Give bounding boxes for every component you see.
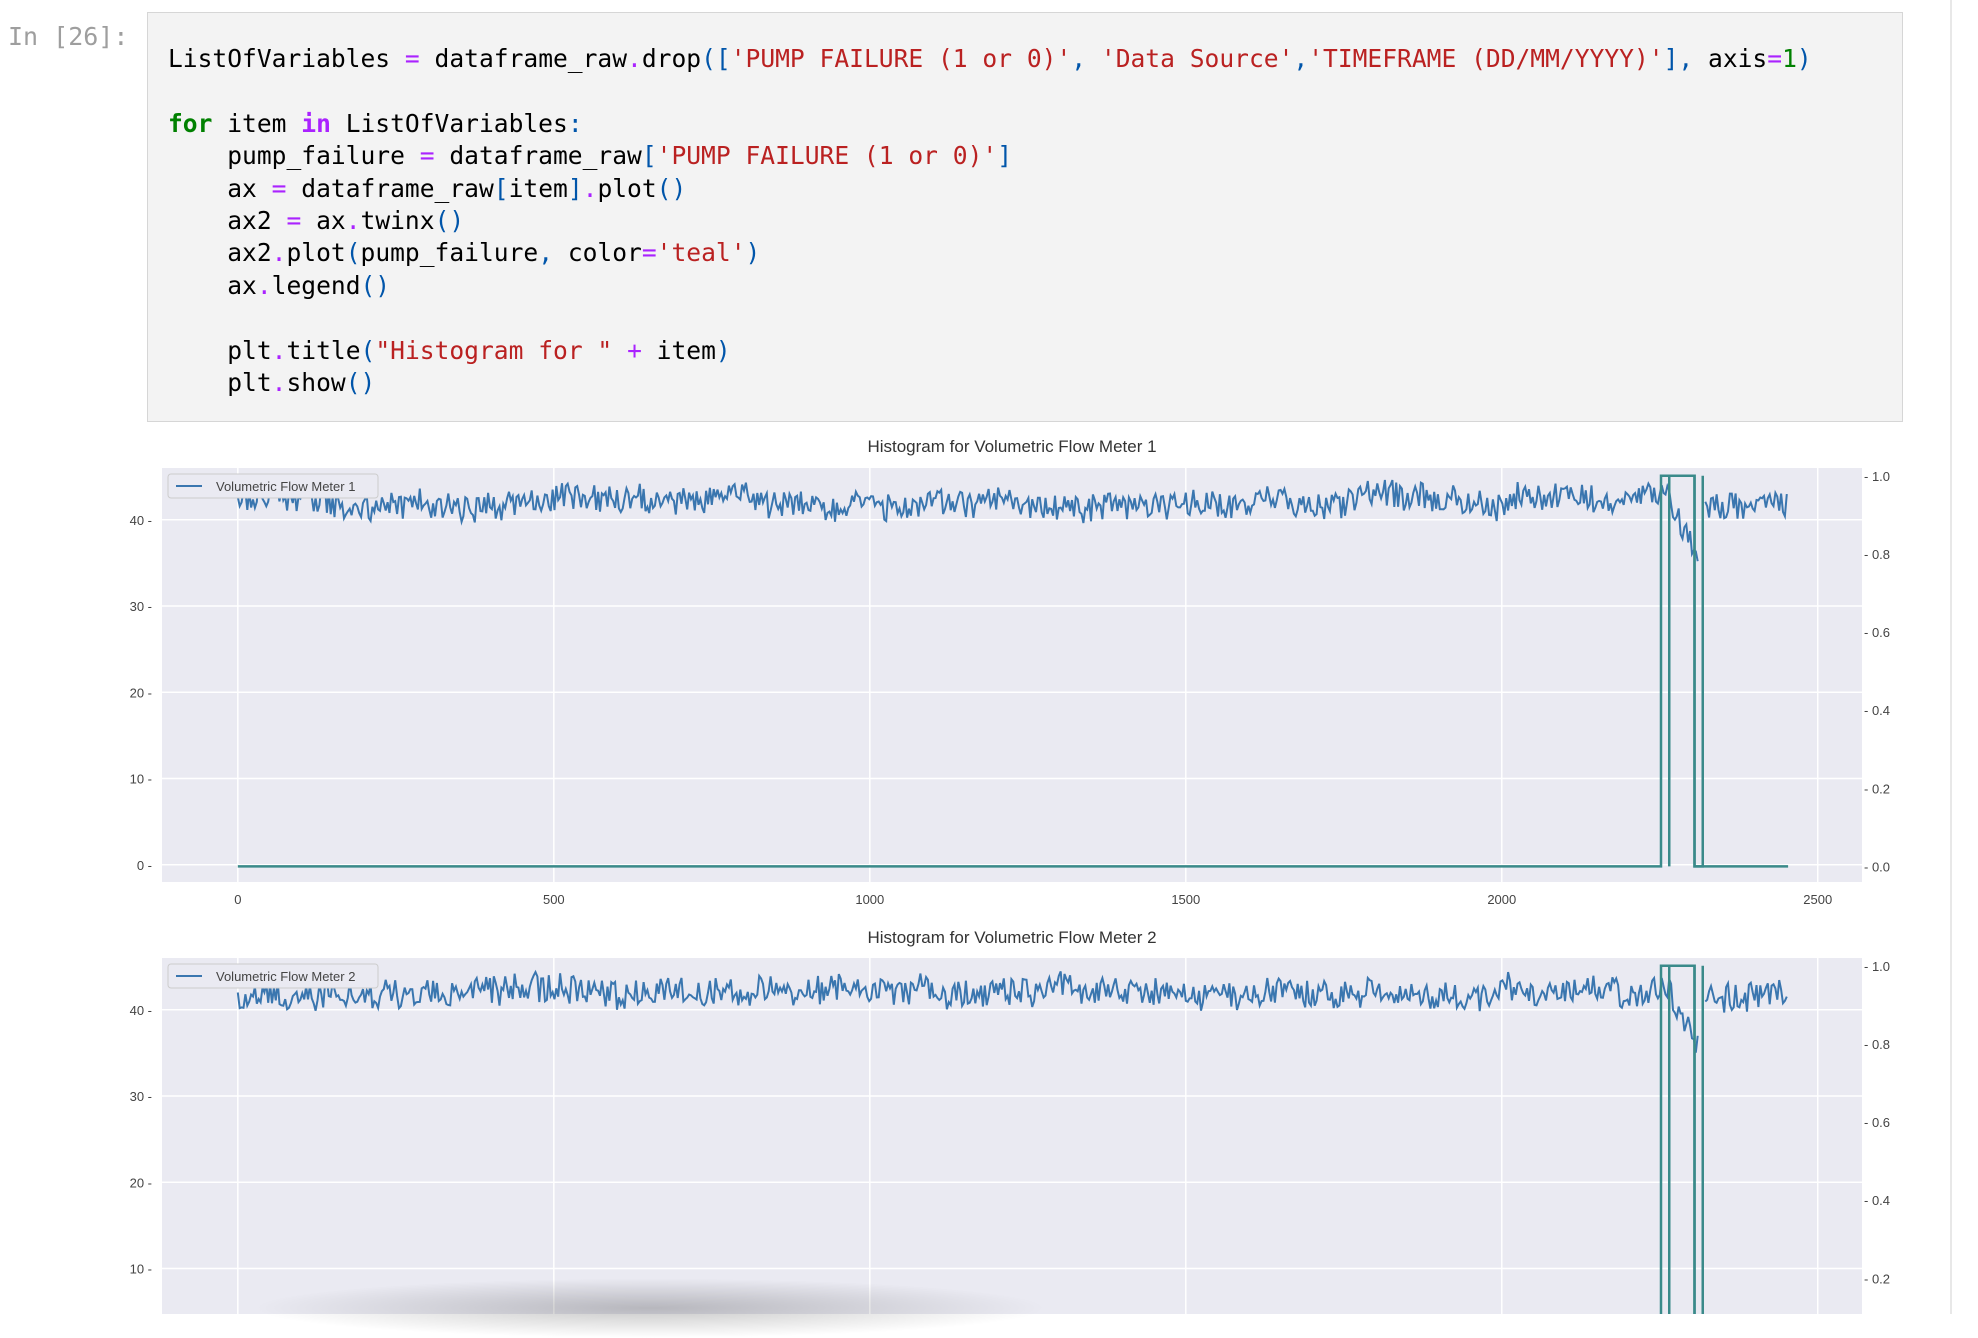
code-line-5: ax = dataframe_raw[item].plot()	[168, 173, 687, 203]
code-line-1: ListOfVariables = dataframe_raw.drop(['P…	[168, 44, 1812, 73]
code-line-6: ax2 = ax.twinx()	[168, 206, 465, 236]
y-tick-label: 0 -	[137, 858, 152, 873]
output-charts: Histogram for Volumetric Flow Meter 1 0 -…	[130, 437, 1890, 1314]
x-tick-label: 1000	[855, 892, 884, 907]
y-tick-label: 40 -	[130, 1003, 152, 1018]
x-tick-label: 500	[543, 892, 565, 907]
code-line-4: pump_failure = dataframe_raw['PUMP FAILU…	[168, 141, 1013, 171]
y2-tick-label: - 1.0	[1864, 959, 1890, 974]
flow-series-line	[1704, 489, 1788, 521]
pump-failure-outline	[1667, 964, 1704, 1314]
y-tick-label: 10 -	[130, 772, 152, 787]
pump-failure-outline	[1667, 474, 1704, 868]
legend-box	[167, 963, 379, 989]
y-tick-label: 20 -	[130, 1175, 152, 1190]
plot-series	[236, 964, 1788, 1314]
y-tick-label: 20 -	[130, 685, 152, 700]
y2-tick-label: - 0.4	[1864, 1193, 1890, 1208]
y-tick-label: 10 -	[130, 1262, 152, 1277]
cell-prompt: In [26]:	[8, 22, 129, 51]
code-editor[interactable]: ListOfVariables = dataframe_raw.drop(['P…	[148, 13, 1902, 399]
plot-series	[236, 474, 1789, 868]
y2-tick-label: - 0.0	[1864, 859, 1890, 874]
y2-tick-label: - 0.2	[1864, 781, 1890, 796]
chart-title: Histogram for Volumetric Flow Meter 1	[867, 437, 1156, 456]
y-tick-label: 30 -	[130, 1089, 152, 1104]
legend-label: Volumetric Flow Meter 2	[216, 969, 355, 984]
chart-2: Histogram for Volumetric Flow Meter 2 10 …	[130, 928, 1890, 1314]
flow-series-line	[236, 479, 1699, 562]
y2-tick-label: - 0.2	[1864, 1271, 1890, 1286]
x-tick-label: 1500	[1171, 892, 1200, 907]
code-line-10: plt.title("Histogram for " + item)	[168, 335, 731, 365]
chart-legend: Volumetric Flow Meter 2	[167, 963, 379, 989]
notebook-scrollbar[interactable]	[1950, 0, 1952, 1314]
plot-area	[162, 468, 1862, 882]
code-line-11: plt.show()	[168, 368, 376, 398]
x-tick-label: 2000	[1487, 892, 1516, 907]
y2-tick-label: - 1.0	[1864, 469, 1890, 484]
y2-tick-label: - 0.4	[1864, 703, 1890, 718]
cell-output-area: Histogram for Volumetric Flow Meter 1 0 -…	[0, 430, 1978, 1314]
y2-tick-label: - 0.8	[1864, 1037, 1890, 1052]
y2-tick-label: - 0.8	[1864, 547, 1890, 562]
chart-legend: Volumetric Flow Meter 1	[167, 473, 379, 499]
code-line-7: ax2.plot(pump_failure, color='teal')	[168, 238, 761, 268]
y2-tick-label: - 0.6	[1864, 625, 1890, 640]
code-cell-input[interactable]: ListOfVariables = dataframe_raw.drop(['P…	[147, 12, 1903, 422]
x-tick-label: 0	[234, 892, 241, 907]
y2-tick-label: - 0.6	[1864, 1115, 1890, 1130]
y-tick-label: 40 -	[130, 513, 152, 528]
flow-series-line	[236, 969, 1699, 1053]
legend-label: Volumetric Flow Meter 1	[216, 479, 355, 494]
x-tick-label: 2500	[1803, 892, 1832, 907]
chart-1: Histogram for Volumetric Flow Meter 1 0 -…	[130, 437, 1890, 907]
flow-series-line	[1704, 979, 1788, 1013]
code-line-8: ax.legend()	[168, 270, 391, 300]
legend-box	[167, 473, 379, 499]
y-tick-label: 30 -	[130, 599, 152, 614]
image-shadow	[250, 1278, 1050, 1338]
code-line-3: for item in ListOfVariables:	[168, 108, 583, 138]
plot-area	[162, 958, 1862, 1314]
chart-title: Histogram for Volumetric Flow Meter 2	[867, 928, 1156, 947]
